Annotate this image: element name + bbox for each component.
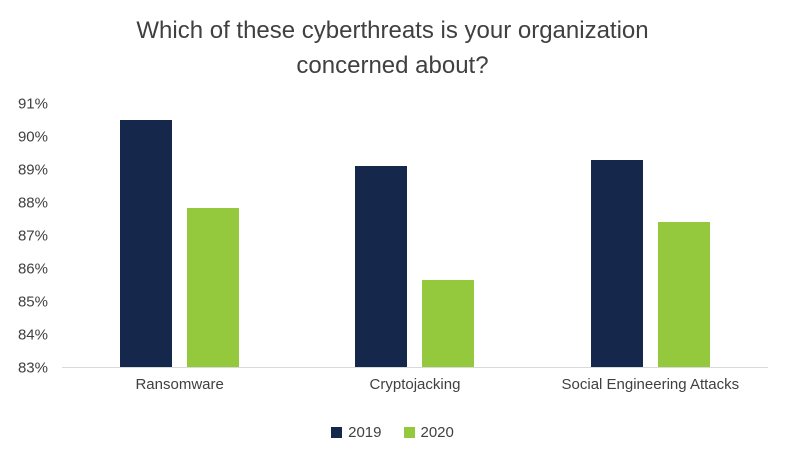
bar-2020-social-engineering-attacks <box>657 222 710 367</box>
y-axis: 83% 84% 85% 86% 87% 88% 89% 90% 91% <box>0 96 54 377</box>
x-axis-label: Social Engineering Attacks <box>561 376 740 393</box>
bar-2019-cryptojacking <box>355 166 408 367</box>
y-tick-label: 89% <box>17 161 48 179</box>
y-tick-label: 87% <box>17 227 48 245</box>
bar-2019-social-engineering-attacks <box>590 159 643 367</box>
legend-item-2020: 2020 <box>403 424 454 441</box>
bar-2020-ransomware <box>187 207 240 367</box>
y-tick-label: 88% <box>17 194 48 212</box>
x-axis-label: Cryptojacking <box>369 376 461 393</box>
y-tick-label: 85% <box>17 293 48 311</box>
y-tick-label: 84% <box>17 326 48 344</box>
bar-2020-cryptojacking <box>422 279 475 367</box>
bar-group-ransomware <box>62 104 297 367</box>
legend-label: 2020 <box>420 424 454 441</box>
chart-title: Which of these cyberthreats is your orga… <box>136 17 649 79</box>
x-axis-label: Ransomware <box>135 376 224 393</box>
legend-swatch-2020 <box>403 427 415 438</box>
y-tick-label: 90% <box>17 128 48 146</box>
bar-group-cryptojacking <box>297 104 532 367</box>
legend-swatch-2019 <box>331 427 343 438</box>
y-tick-label: 91% <box>17 95 48 113</box>
x-axis: Ransomware Cryptojacking Social Engineerin… <box>62 376 768 393</box>
legend-label: 2019 <box>348 424 382 441</box>
bar-group-social-engineering-attacks <box>533 104 768 367</box>
plot-area <box>62 104 768 368</box>
y-tick-label: 83% <box>17 359 48 377</box>
legend: 2019 2020 <box>0 424 785 441</box>
legend-item-2019: 2019 <box>331 424 382 441</box>
bar-2019-ransomware <box>120 120 173 367</box>
y-tick-label: 86% <box>17 260 48 278</box>
